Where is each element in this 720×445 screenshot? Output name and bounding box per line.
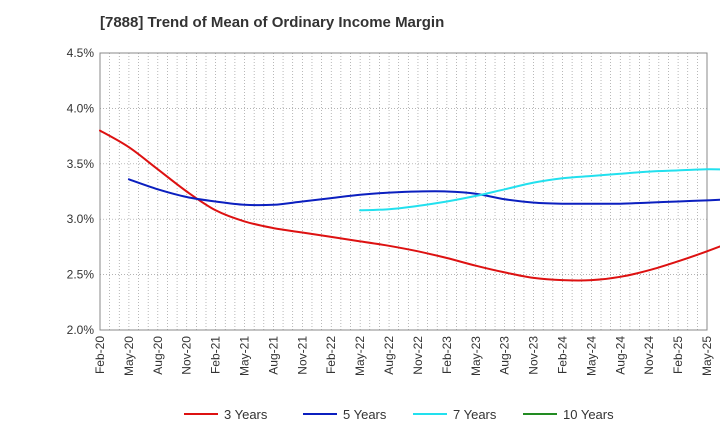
legend-label-3-years: 3 Years <box>224 407 268 422</box>
x-tick-label: Aug-24 <box>613 336 627 375</box>
x-tick-label: May-25 <box>700 336 714 376</box>
x-tick-label: May-20 <box>122 336 136 376</box>
axis-layer: 2.0% 2.5% 3.0% 3.5% 4.0% 4.5% Feb-20 May-20 Aug-… <box>67 46 714 376</box>
x-tick-label: Aug-23 <box>498 336 512 375</box>
y-tick-label: 3.0% <box>67 212 95 226</box>
x-tick-label: Nov-21 <box>295 336 309 375</box>
plot-border <box>99 52 708 331</box>
x-tick-label: Aug-20 <box>151 336 165 375</box>
y-tick-label: 4.5% <box>67 46 95 60</box>
x-tick-label: Nov-24 <box>642 336 656 375</box>
x-tick-label: Feb-22 <box>324 336 338 374</box>
series-line-5-years <box>127 178 720 207</box>
x-tick-label: Feb-20 <box>93 336 107 374</box>
x-tick-label: May-21 <box>238 336 252 376</box>
x-tick-label: Feb-25 <box>671 336 685 374</box>
x-tick-label: May-23 <box>469 336 483 376</box>
series-line-3-years <box>99 129 720 282</box>
x-tick-label: Feb-21 <box>209 336 223 374</box>
legend-label-10-years: 10 Years <box>563 407 614 422</box>
y-tick-label: 2.5% <box>67 268 95 282</box>
x-tick-label: Aug-21 <box>266 336 280 375</box>
x-tick-label: Aug-22 <box>382 336 396 375</box>
series-layer <box>99 129 720 282</box>
x-tick-label: Feb-23 <box>440 336 454 374</box>
x-tick-label: Nov-23 <box>527 336 541 375</box>
grid-layer <box>99 52 708 331</box>
chart-title: [7888] Trend of Mean of Ordinary Income … <box>100 14 445 31</box>
x-tick-label: May-24 <box>584 336 598 376</box>
y-tick-label: 4.0% <box>67 101 95 115</box>
x-tick-label: May-22 <box>353 336 367 376</box>
y-tick-label: 3.5% <box>67 157 95 171</box>
legend: 3 Years 5 Years 7 Years 10 Years <box>184 407 614 422</box>
x-tick-label: Feb-24 <box>555 336 569 374</box>
x-tick-label: Nov-20 <box>180 336 194 375</box>
legend-label-7-years: 7 Years <box>453 407 497 422</box>
series-line-7-years <box>359 168 720 212</box>
x-tick-label: Nov-22 <box>411 336 425 375</box>
legend-label-5-years: 5 Years <box>343 407 387 422</box>
y-tick-label: 2.0% <box>67 323 95 337</box>
